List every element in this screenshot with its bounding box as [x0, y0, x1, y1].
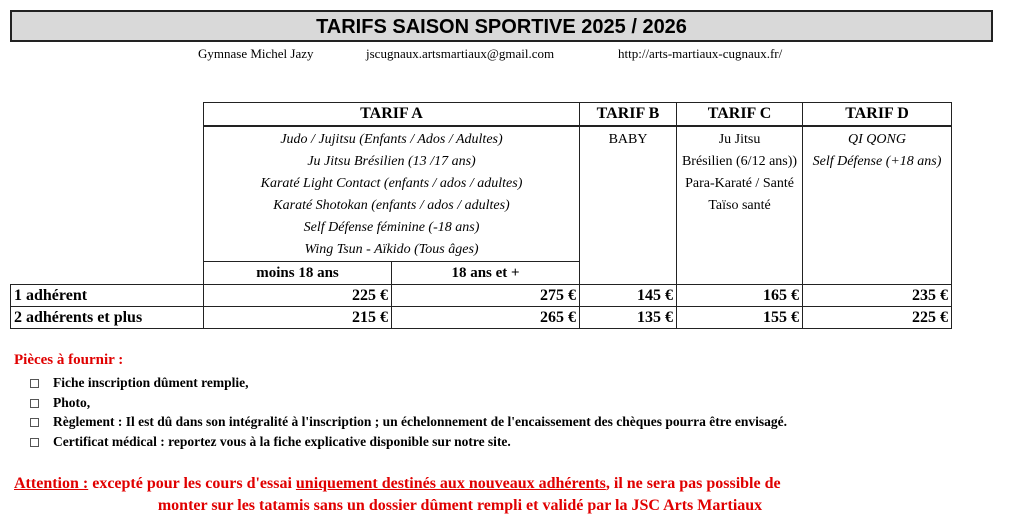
price-cell: 225 € — [802, 306, 953, 329]
list-item: Fiche inscription dûment remplie, — [30, 373, 787, 393]
price-cell: 235 € — [802, 284, 953, 307]
table-row: 2 adhérents et plus 215 € 265 € 135 € 15… — [10, 306, 953, 329]
activity: Wing Tsun - Aïkido (Tous âges) — [304, 242, 479, 257]
list-item: Photo, — [30, 393, 787, 413]
bullet-square-icon — [30, 379, 39, 389]
pricing-table: TARIF A TARIF B TARIF C TARIF D Judo / J… — [10, 102, 953, 329]
activity: Ju Jitsu Brésilien (13 /17 ans) — [307, 154, 476, 169]
price-cell: 225 € — [203, 284, 392, 307]
header-tarif-b: TARIF B — [579, 102, 678, 127]
website-link[interactable]: http://arts-martiaux-cugnaux.fr/ — [618, 46, 783, 61]
header-tarif-c: TARIF C — [676, 102, 804, 127]
documents-heading: Pièces à fournir : — [14, 352, 124, 368]
activity: Brésilien (6/12 ans)) — [681, 154, 798, 169]
tarif-c-activities: Ju Jitsu Brésilien (6/12 ans)) Para-Kara… — [676, 125, 804, 285]
activity: Para-Karaté / Santé — [685, 176, 794, 191]
contact-email[interactable]: jscugnaux.artsmartiaux@gmail.com — [366, 46, 555, 61]
attention-emphasis: uniquement destinés aux nouveaux adhéren… — [295, 475, 606, 492]
activity: Self Défense féminine (-18 ans) — [303, 220, 480, 235]
tarif-a-activities: Judo / Jujitsu (Enfants / Ados / Adultes… — [202, 125, 581, 262]
price-cell: 145 € — [579, 284, 678, 307]
page-title: TARIFS SAISON SPORTIVE 2025 / 2026 — [10, 10, 993, 42]
row-label: 2 adhérents et plus — [10, 306, 204, 329]
activity: BABY — [608, 132, 648, 147]
activity: Taïso santé — [708, 198, 771, 213]
subheader-under-18: moins 18 ans — [203, 261, 392, 285]
header-tarif-d: TARIF D — [802, 102, 953, 127]
item-text: Fiche inscription dûment remplie, — [53, 375, 249, 390]
bullet-square-icon — [30, 437, 39, 447]
activity: Self Défense (+18 ans) — [812, 154, 942, 169]
activity: Karaté Light Contact (enfants / ados / a… — [260, 176, 523, 191]
activity: QI QONG — [848, 132, 906, 147]
bullet-square-icon — [30, 398, 39, 408]
activity: Karaté Shotokan (enfants / ados / adulte… — [273, 198, 510, 213]
price-cell: 265 € — [390, 306, 581, 329]
empty-corner — [10, 102, 204, 285]
documents-list: Fiche inscription dûment remplie, Photo,… — [30, 373, 787, 451]
header-tarif-a: TARIF A — [202, 102, 581, 127]
row-label: 1 adhérent — [10, 284, 204, 307]
activity: Ju Jitsu — [718, 132, 761, 147]
price-cell: 135 € — [579, 306, 678, 329]
bullet-square-icon — [30, 418, 39, 428]
price-cell: 155 € — [676, 306, 804, 329]
attention-line-2: monter sur les tatamis sans un dossier d… — [157, 497, 763, 514]
attention-notice: Attention : excepté pour les cours d'ess… — [0, 473, 920, 517]
item-text: Règlement : Il est dû dans son intégrali… — [53, 414, 787, 429]
subheader-18-plus: 18 ans et + — [390, 261, 581, 285]
attention-text: excepté pour les cours d'essai — [88, 475, 296, 492]
attention-label: Attention : — [14, 475, 89, 492]
gym-name: Gymnase Michel Jazy — [198, 46, 314, 61]
activity: Judo / Jujitsu (Enfants / Ados / Adultes… — [280, 132, 503, 147]
price-cell: 165 € — [676, 284, 804, 307]
tarif-d-activities: QI QONG Self Défense (+18 ans) — [802, 125, 953, 285]
price-cell: 215 € — [203, 306, 392, 329]
table-row: 1 adhérent 225 € 275 € 145 € 165 € 235 € — [10, 284, 953, 307]
attention-text: , il ne sera pas possible de — [605, 475, 781, 492]
item-text: Photo, — [53, 394, 91, 410]
list-item: Certificat médical : reportez vous à la … — [30, 432, 787, 452]
list-item: Règlement : Il est dû dans son intégrali… — [30, 412, 787, 432]
item-text: Certificat médical : reportez vous à la … — [53, 433, 511, 449]
tarif-b-activities: BABY — [579, 125, 678, 285]
price-cell: 275 € — [390, 284, 581, 307]
